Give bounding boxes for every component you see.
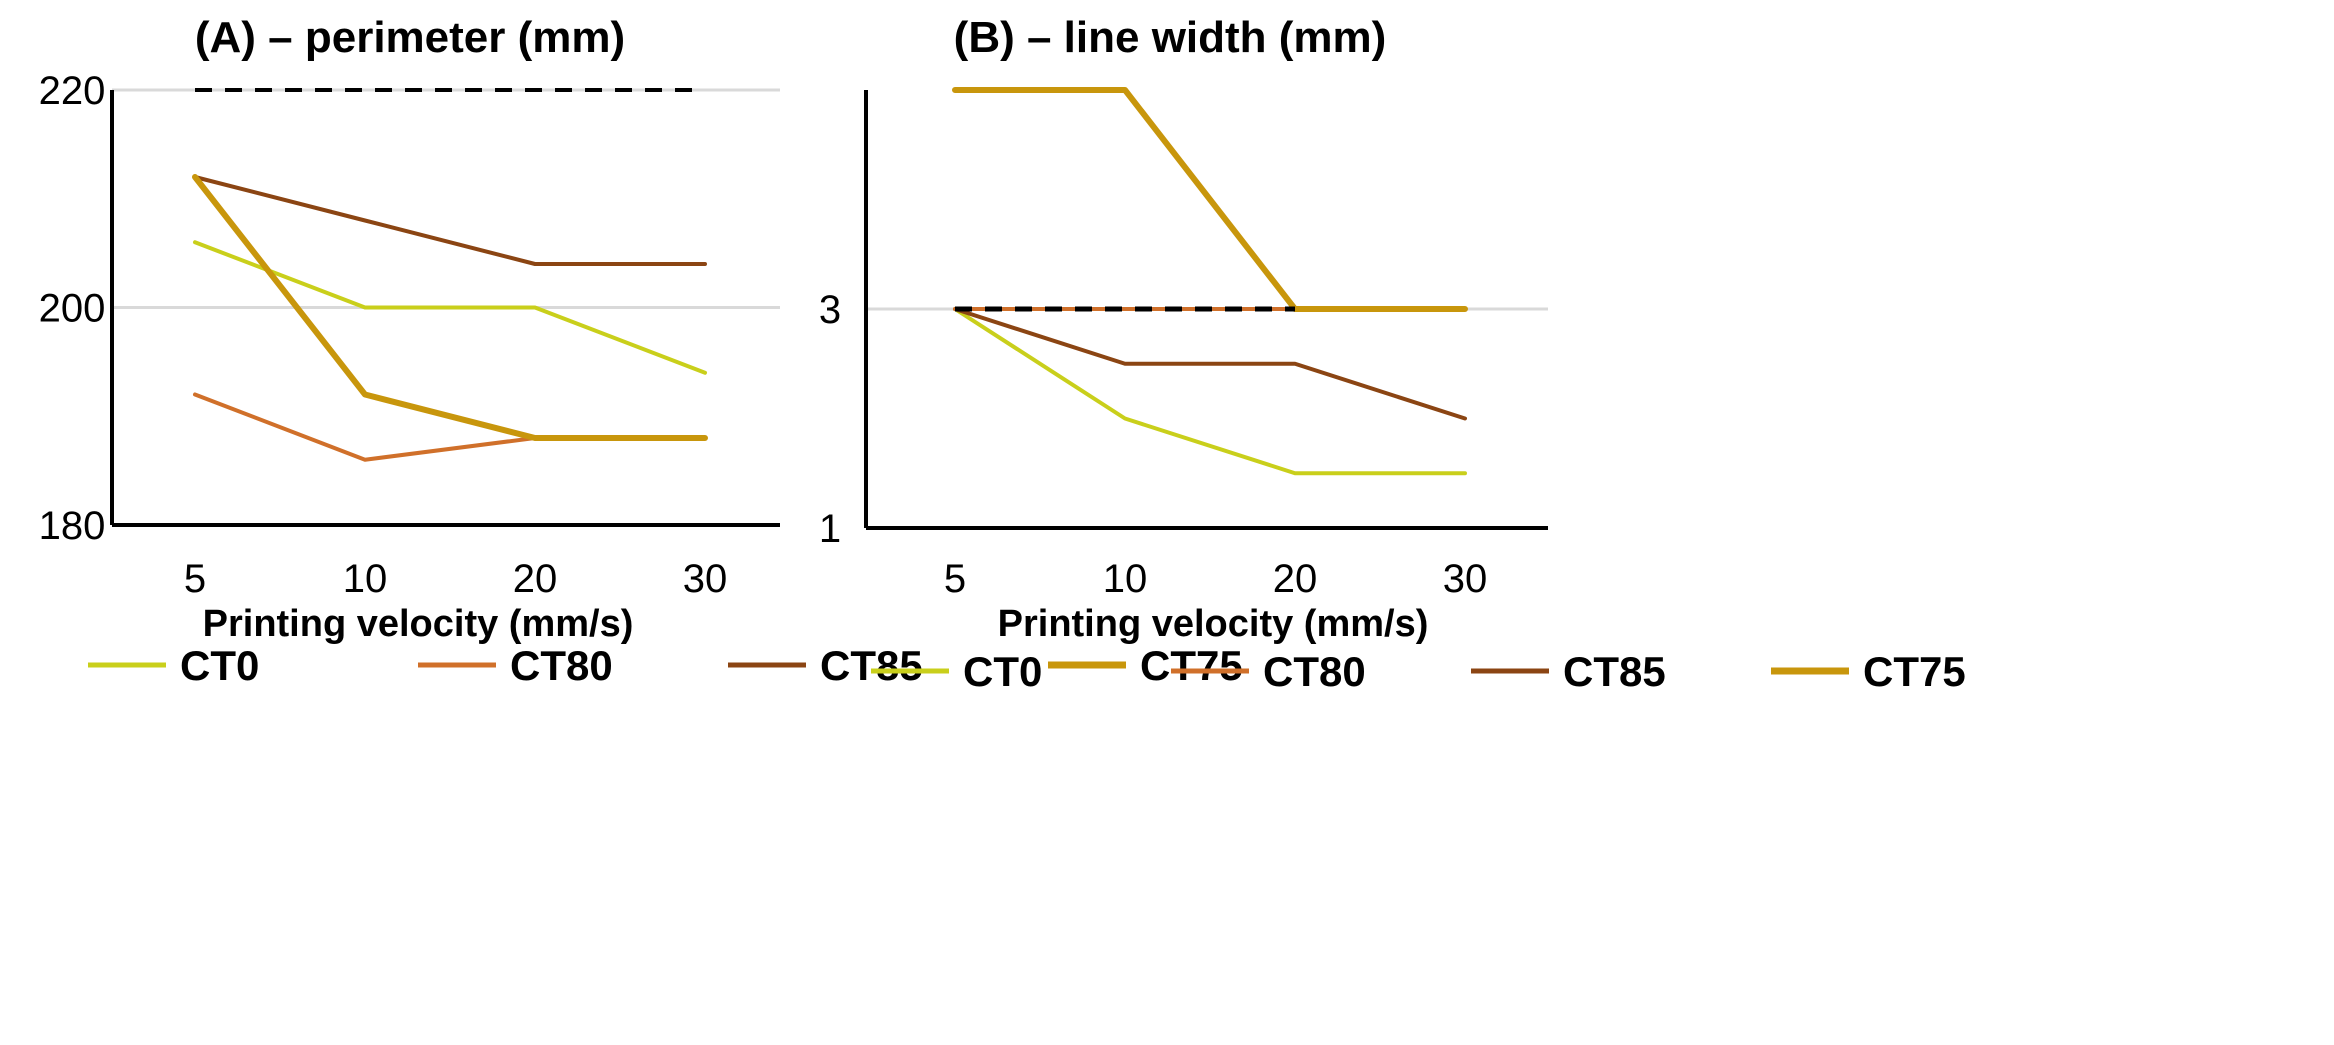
legend-label-ct85: CT85 [1563, 648, 1666, 695]
series-line-ct0 [953, 307, 1467, 476]
legend-label-ct75: CT75 [1140, 642, 1243, 689]
legend-label-ct0: CT0 [963, 648, 1042, 695]
x-tick-label: 20 [1273, 557, 1318, 601]
chart-b-line-width: (B) – line width (mm) 1 3 5 10 20 30 Printing v… [819, 13, 1966, 695]
x-tick-label: 5 [184, 557, 206, 601]
series-line-ct80 [193, 392, 707, 462]
y-tick-label: 200 [39, 287, 106, 331]
series-line-ct75 [952, 87, 1468, 312]
x-axis-title: Printing velocity (mm/s) [203, 603, 634, 645]
y-tick-label: 220 [39, 69, 106, 113]
x-tick-label: 20 [513, 557, 558, 601]
legend-label-ct80: CT80 [1263, 648, 1366, 695]
series-line-ct85 [193, 175, 707, 266]
x-axis-title: Printing velocity (mm/s) [998, 603, 1429, 645]
x-tick-label: 5 [944, 557, 966, 601]
legend-label-ct80: CT80 [510, 642, 613, 689]
x-tick-label: 30 [683, 557, 728, 601]
legend-label-ct0: CT0 [180, 642, 259, 689]
x-tick-label: 10 [1103, 557, 1148, 601]
legend-label-ct75: CT75 [1863, 648, 1966, 695]
x-tick-label: 10 [343, 557, 388, 601]
series-line-ct75 [192, 174, 708, 441]
y-tick-label: 1 [819, 507, 841, 551]
chart-title: (A) – perimeter (mm) [195, 13, 625, 62]
y-tick-label: 180 [39, 504, 106, 548]
chart-title: (B) – line width (mm) [954, 13, 1387, 62]
y-tick-label: 3 [819, 288, 841, 332]
series-line-ct0 [193, 240, 707, 375]
legend-label-ct85: CT85 [820, 642, 923, 689]
x-tick-label: 30 [1443, 557, 1488, 601]
chart-a-perimeter: (A) – perimeter (mm) 180 200 220 5 10 20 30 Prin… [39, 13, 1243, 689]
series-line-ct85 [953, 307, 1467, 421]
